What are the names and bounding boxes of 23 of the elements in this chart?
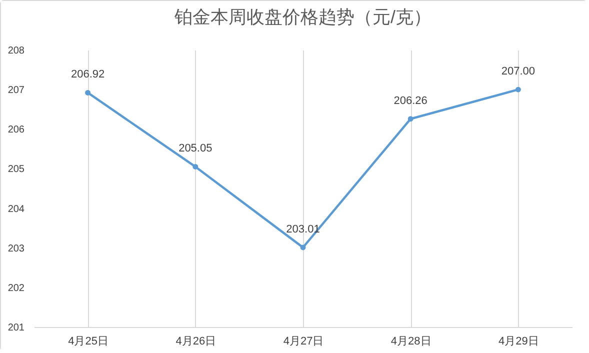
data-label: 206.92 — [70, 68, 105, 81]
y-tick-label: 205 — [8, 164, 25, 176]
y-tick-label: 207 — [8, 85, 25, 96]
x-tick-label: 4月26日 — [176, 336, 216, 348]
y-tick-label: 201 — [8, 322, 25, 334]
x-tick-label: 4月25日 — [68, 336, 108, 348]
y-tick-label: 208 — [8, 46, 25, 56]
point — [300, 244, 306, 250]
chart-title: 铂金本周收盘价格趋势（元/克） — [173, 7, 432, 27]
x-tick-label: 4月27日 — [283, 336, 324, 348]
y-tick-label: 202 — [8, 282, 25, 294]
data-label: 207.00 — [501, 66, 536, 78]
data-label: 205.05 — [178, 142, 212, 155]
point — [192, 164, 198, 170]
data-label: 206.26 — [394, 94, 428, 107]
y-tick-label: 206 — [8, 124, 25, 136]
point — [85, 90, 91, 96]
y-tick-label: 204 — [8, 204, 25, 215]
point — [515, 86, 521, 92]
x-tick-label: 4月28日 — [390, 336, 432, 348]
point — [408, 116, 414, 122]
y-tick-label: 203 — [8, 243, 25, 254]
x-tick-label: 4月29日 — [498, 336, 539, 348]
